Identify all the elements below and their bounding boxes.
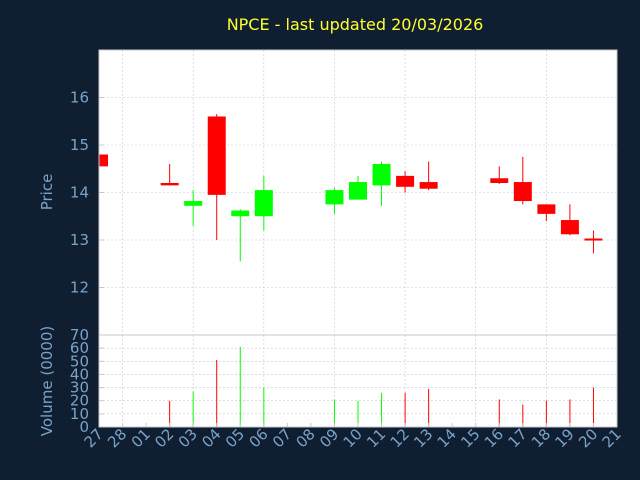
candle-body [419, 182, 438, 189]
day-tick-label: 28 [104, 425, 130, 451]
candle-body [325, 190, 344, 205]
x-axis-title: Day [334, 459, 362, 475]
price-tick-label: 13 [70, 231, 89, 249]
candle-body [513, 182, 532, 202]
day-tick-label: 09 [316, 425, 342, 451]
day-tick-label: 04 [198, 425, 224, 451]
day-tick-label: 08 [293, 425, 319, 451]
volume-tick-label: 30 [70, 379, 89, 397]
volume-tick-label: 60 [70, 339, 89, 357]
day-tick-label: 07 [269, 425, 295, 451]
day-tick-label: 14 [434, 425, 460, 451]
candle-body [537, 204, 556, 214]
price-axis: 12 13 14 15 16 [70, 89, 104, 297]
price-axis-title: Price [38, 174, 56, 211]
volume-tick-label: 40 [70, 365, 89, 383]
candle-body [396, 175, 415, 187]
candle-body [490, 178, 509, 183]
volume-tick-label: 0 [79, 418, 89, 436]
day-tick-label: 03 [175, 425, 201, 451]
day-tick-label: 18 [528, 425, 554, 451]
candle-body [584, 238, 603, 241]
day-tick-label: 12 [387, 425, 413, 451]
day-tick-label: 02 [151, 425, 177, 451]
candle-body [372, 164, 391, 186]
price-tick-label: 16 [70, 89, 89, 107]
candle-body [99, 154, 108, 167]
day-tick-label: 20 [575, 425, 601, 451]
price-tick-label: 15 [70, 136, 89, 154]
day-tick-label: 21 [599, 425, 625, 451]
day-tick-label: 05 [222, 425, 248, 451]
candle-body [231, 210, 250, 217]
volume-axis-title: Volume (0000) [38, 326, 56, 436]
price-candles [98, 114, 603, 262]
volume-tick-label: 10 [70, 405, 89, 423]
day-tick-label: 06 [245, 425, 271, 451]
day-tick-label: 11 [363, 425, 389, 451]
price-tick-label: 14 [70, 184, 89, 202]
day-tick-label: 15 [457, 425, 483, 451]
volume-tick-label: 50 [70, 352, 89, 370]
day-tick-label: 10 [340, 425, 366, 451]
candle-body [560, 220, 579, 235]
day-tick-label: 01 [128, 425, 154, 451]
candle-body [254, 190, 273, 217]
volume-tick-label: 20 [70, 392, 89, 410]
day-tick-label: 13 [410, 425, 436, 451]
candle-body [160, 183, 179, 186]
volume-tick-label: 70 [70, 326, 89, 344]
candle-body [184, 201, 203, 206]
chart-title: NPCE - last updated 20/03/2026 [227, 15, 484, 34]
day-tick-label: 19 [552, 425, 578, 451]
day-tick-label: 16 [481, 425, 507, 451]
candle-body [349, 182, 367, 200]
volume-bars [169, 346, 594, 427]
candle-body [207, 116, 226, 195]
price-tick-label: 12 [70, 279, 89, 297]
day-tick-label: 17 [504, 425, 530, 451]
day-axis: 2728010203040506070809101112131415161718… [81, 423, 625, 451]
